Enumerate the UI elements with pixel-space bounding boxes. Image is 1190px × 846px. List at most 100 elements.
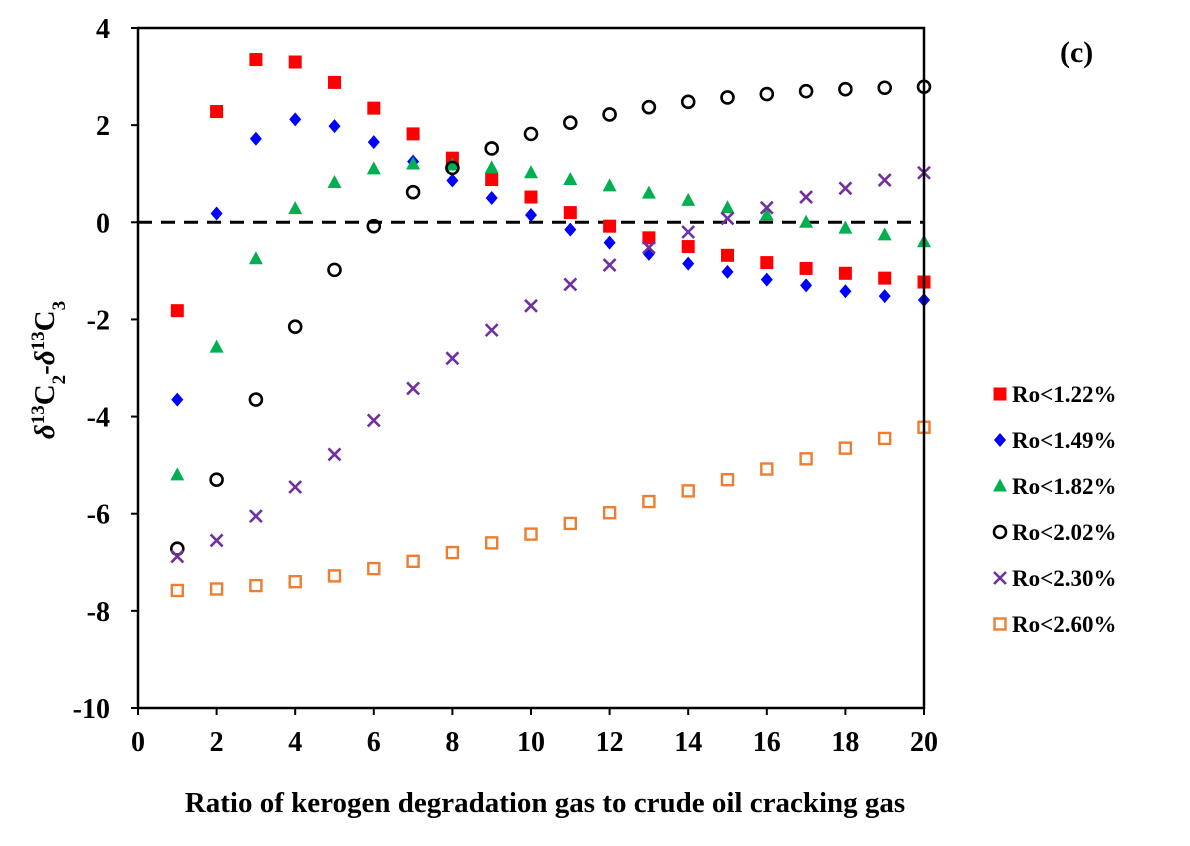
legend: Ro<1.22% Ro<1.49% Ro<1.82% Ro<2.02% Ro<2.30%… [992,382,1116,637]
data-point-series-2 [249,131,262,146]
legend-marker [994,433,1006,447]
y-title-sub-1: 2 [49,375,70,385]
data-point-series-6 [288,575,302,589]
data-point-series-4 [366,218,382,234]
data-point-series-1 [681,240,695,254]
data-point-series-3 [209,339,224,353]
data-point-series-2 [210,206,223,221]
data-point-series-1 [406,127,420,141]
y-title-sub-2: 3 [49,301,70,311]
data-point-series-3 [170,467,185,481]
data-point-series-4 [838,81,853,97]
data-point-series-2 [485,191,498,205]
data-point-series-6 [720,473,735,487]
data-point-series-6 [209,582,224,596]
data-point-series-2 [525,208,537,222]
y-tick-label: -8 [87,597,110,628]
legend-marker [993,571,1007,585]
data-point-series-1 [878,271,892,285]
data-point-series-4 [877,80,893,96]
data-point-series-1 [288,55,302,69]
x-tick-label: 4 [288,727,302,758]
y-title-delta-2: δ [29,350,61,365]
data-point-series-1 [524,190,538,204]
data-point-series-4 [287,319,303,335]
data-point-series-3 [563,172,578,186]
data-point-series-6 [327,569,342,583]
legend-label: Ro<2.02% [1012,520,1116,545]
legend-marker [993,478,1007,492]
data-point-series-6 [445,545,460,560]
data-point-series-4 [602,107,617,122]
y-axis-title: δ13C2-δ13C3 [28,301,70,439]
data-point-series-2 [603,235,616,250]
data-point-series-3 [681,192,696,206]
data-point-series-6 [681,484,695,498]
data-point-series-3 [406,156,421,170]
data-point-series-1 [838,266,852,280]
data-point-series-5 [406,381,421,396]
legend-marker [993,387,1007,401]
x-tick-label: 18 [831,727,859,758]
x-tick-label: 14 [674,727,702,758]
data-point-series-2 [800,278,813,293]
data-point-series-1 [760,256,774,270]
data-point-series-6 [760,462,774,476]
x-tick-label: 10 [517,727,545,758]
y-title-c-1: C [29,384,61,405]
data-point-series-1 [603,219,617,233]
data-point-series-6 [799,452,813,466]
data-point-series-6 [524,527,538,541]
data-point-series-3 [248,251,263,265]
data-point-series-1 [249,53,263,67]
data-point-series-6 [838,441,853,455]
data-point-series-6 [642,494,656,509]
data-point-series-1 [210,105,224,119]
legend-item: Ro<1.82% [993,474,1116,499]
legend-item: Ro<2.30% [993,566,1116,591]
data-point-series-6 [249,578,263,593]
data-point-series-1 [367,101,381,115]
data-point-series-1 [563,206,577,220]
data-point-series-4 [680,94,696,110]
data-point-series-4 [562,115,578,131]
data-point-series-5 [838,181,853,196]
y-tick-label: 4 [96,14,110,45]
x-tick-label: 0 [131,727,145,758]
data-point-series-2 [446,173,459,188]
data-point-series-4 [759,86,775,102]
data-point-series-3 [484,160,499,174]
legend-label: Ro<1.49% [1012,428,1116,453]
data-point-series-4 [405,184,421,200]
data-point-series-5 [563,277,578,292]
y-tick-label: -6 [87,500,110,531]
data-point-series-2 [878,289,891,304]
data-point-series-3 [445,157,460,171]
data-point-series-5 [445,351,460,366]
data-point-series-5 [602,258,617,272]
data-point-series-3 [838,220,853,234]
data-point-series-2 [682,256,695,271]
data-point-series-6 [170,583,185,598]
data-point-series-4 [445,160,460,176]
legend-item: Ro<2.02% [992,520,1116,545]
data-point-series-5 [641,240,656,255]
data-point-series-5 [170,549,185,564]
data-point-series-2 [839,284,852,299]
x-tick-label: 20 [910,727,938,758]
data-point-series-1 [170,304,184,318]
data-point-series-1 [721,248,734,262]
data-point-series-4 [641,99,657,115]
data-point-series-5 [720,211,735,226]
legend-marker [993,617,1007,631]
y-title-sup-2: 13 [28,331,49,350]
data-point-series-1 [642,231,656,245]
marks-layer [170,53,932,598]
legend-label: Ro<1.82% [1012,474,1116,499]
y-title-c-2: C [29,310,61,331]
data-point-series-3 [641,185,656,199]
data-point-series-5 [877,173,892,187]
data-point-series-4 [248,392,264,407]
plot-frame [136,26,926,710]
